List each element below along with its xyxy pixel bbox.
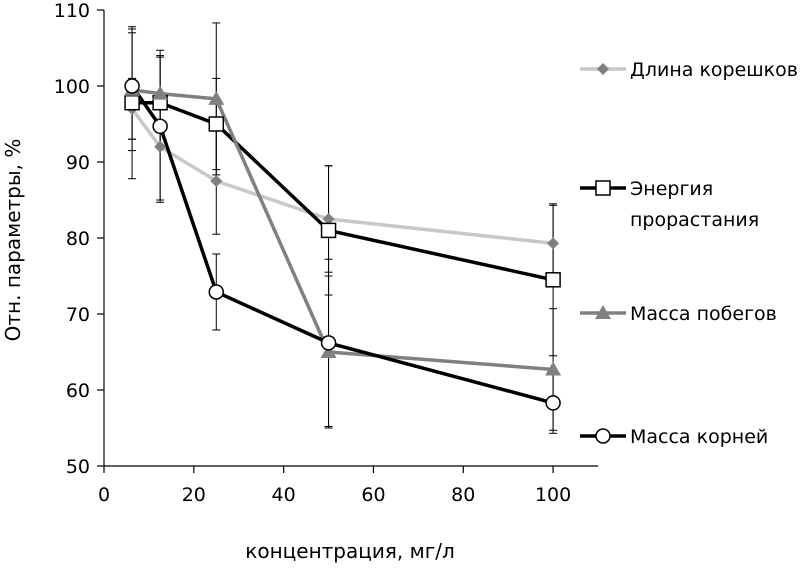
legend-marker: [595, 180, 611, 196]
legend-item: Длина корешков: [580, 59, 798, 81]
x-tick-label: 60: [361, 484, 385, 506]
y-tick-label: 50: [66, 456, 90, 478]
x-tick-label: 20: [182, 484, 206, 506]
data-point: [208, 284, 225, 300]
y-tick-label: 60: [66, 380, 90, 402]
series-line: [132, 100, 554, 282]
data-point: [152, 118, 168, 135]
y-tick-label: 90: [66, 152, 90, 174]
y-tick-label: 110: [54, 0, 90, 22]
x-tick-label: 80: [451, 484, 475, 506]
data-point: [545, 395, 561, 411]
legend-item: Масса побегов: [580, 303, 777, 325]
x-tick-label: 40: [272, 484, 296, 506]
data-point: [320, 222, 337, 239]
legend-item: Масса корней: [580, 426, 768, 448]
data-point: [545, 272, 561, 288]
data-point: [320, 335, 337, 351]
x-tick-label: 0: [98, 484, 110, 506]
data-point: [320, 344, 337, 358]
series-line: [130, 107, 554, 246]
data-point: [208, 116, 225, 132]
legend-marker: [597, 63, 609, 75]
data-point: [208, 90, 225, 105]
legend-marker: [595, 428, 611, 444]
data-point: [154, 140, 167, 153]
series-line: [130, 84, 554, 405]
data-point: [545, 361, 562, 376]
data-point: [152, 85, 169, 100]
legend-label: Энергия прорастания: [630, 178, 759, 231]
data-point: [124, 94, 140, 111]
data-point: [322, 213, 335, 225]
legend-item: Энергия прорастания: [580, 178, 759, 231]
y-tick-label: 80: [66, 228, 90, 250]
y-axis-title: Отн. параметры, %: [1, 139, 25, 342]
data-point: [210, 175, 223, 187]
legend-label: Масса корней: [630, 426, 768, 448]
x-tick-label: 100: [535, 484, 571, 506]
y-tick-label: 70: [66, 304, 90, 326]
x-axis-title: концентрация, мг/л: [245, 539, 454, 563]
data-point: [547, 237, 560, 250]
legend-label: Длина корешков: [630, 59, 798, 81]
legend-marker: [595, 305, 611, 319]
data-point: [124, 78, 140, 94]
y-tick-label: 100: [54, 76, 90, 98]
legend-label: Масса побегов: [630, 303, 777, 325]
